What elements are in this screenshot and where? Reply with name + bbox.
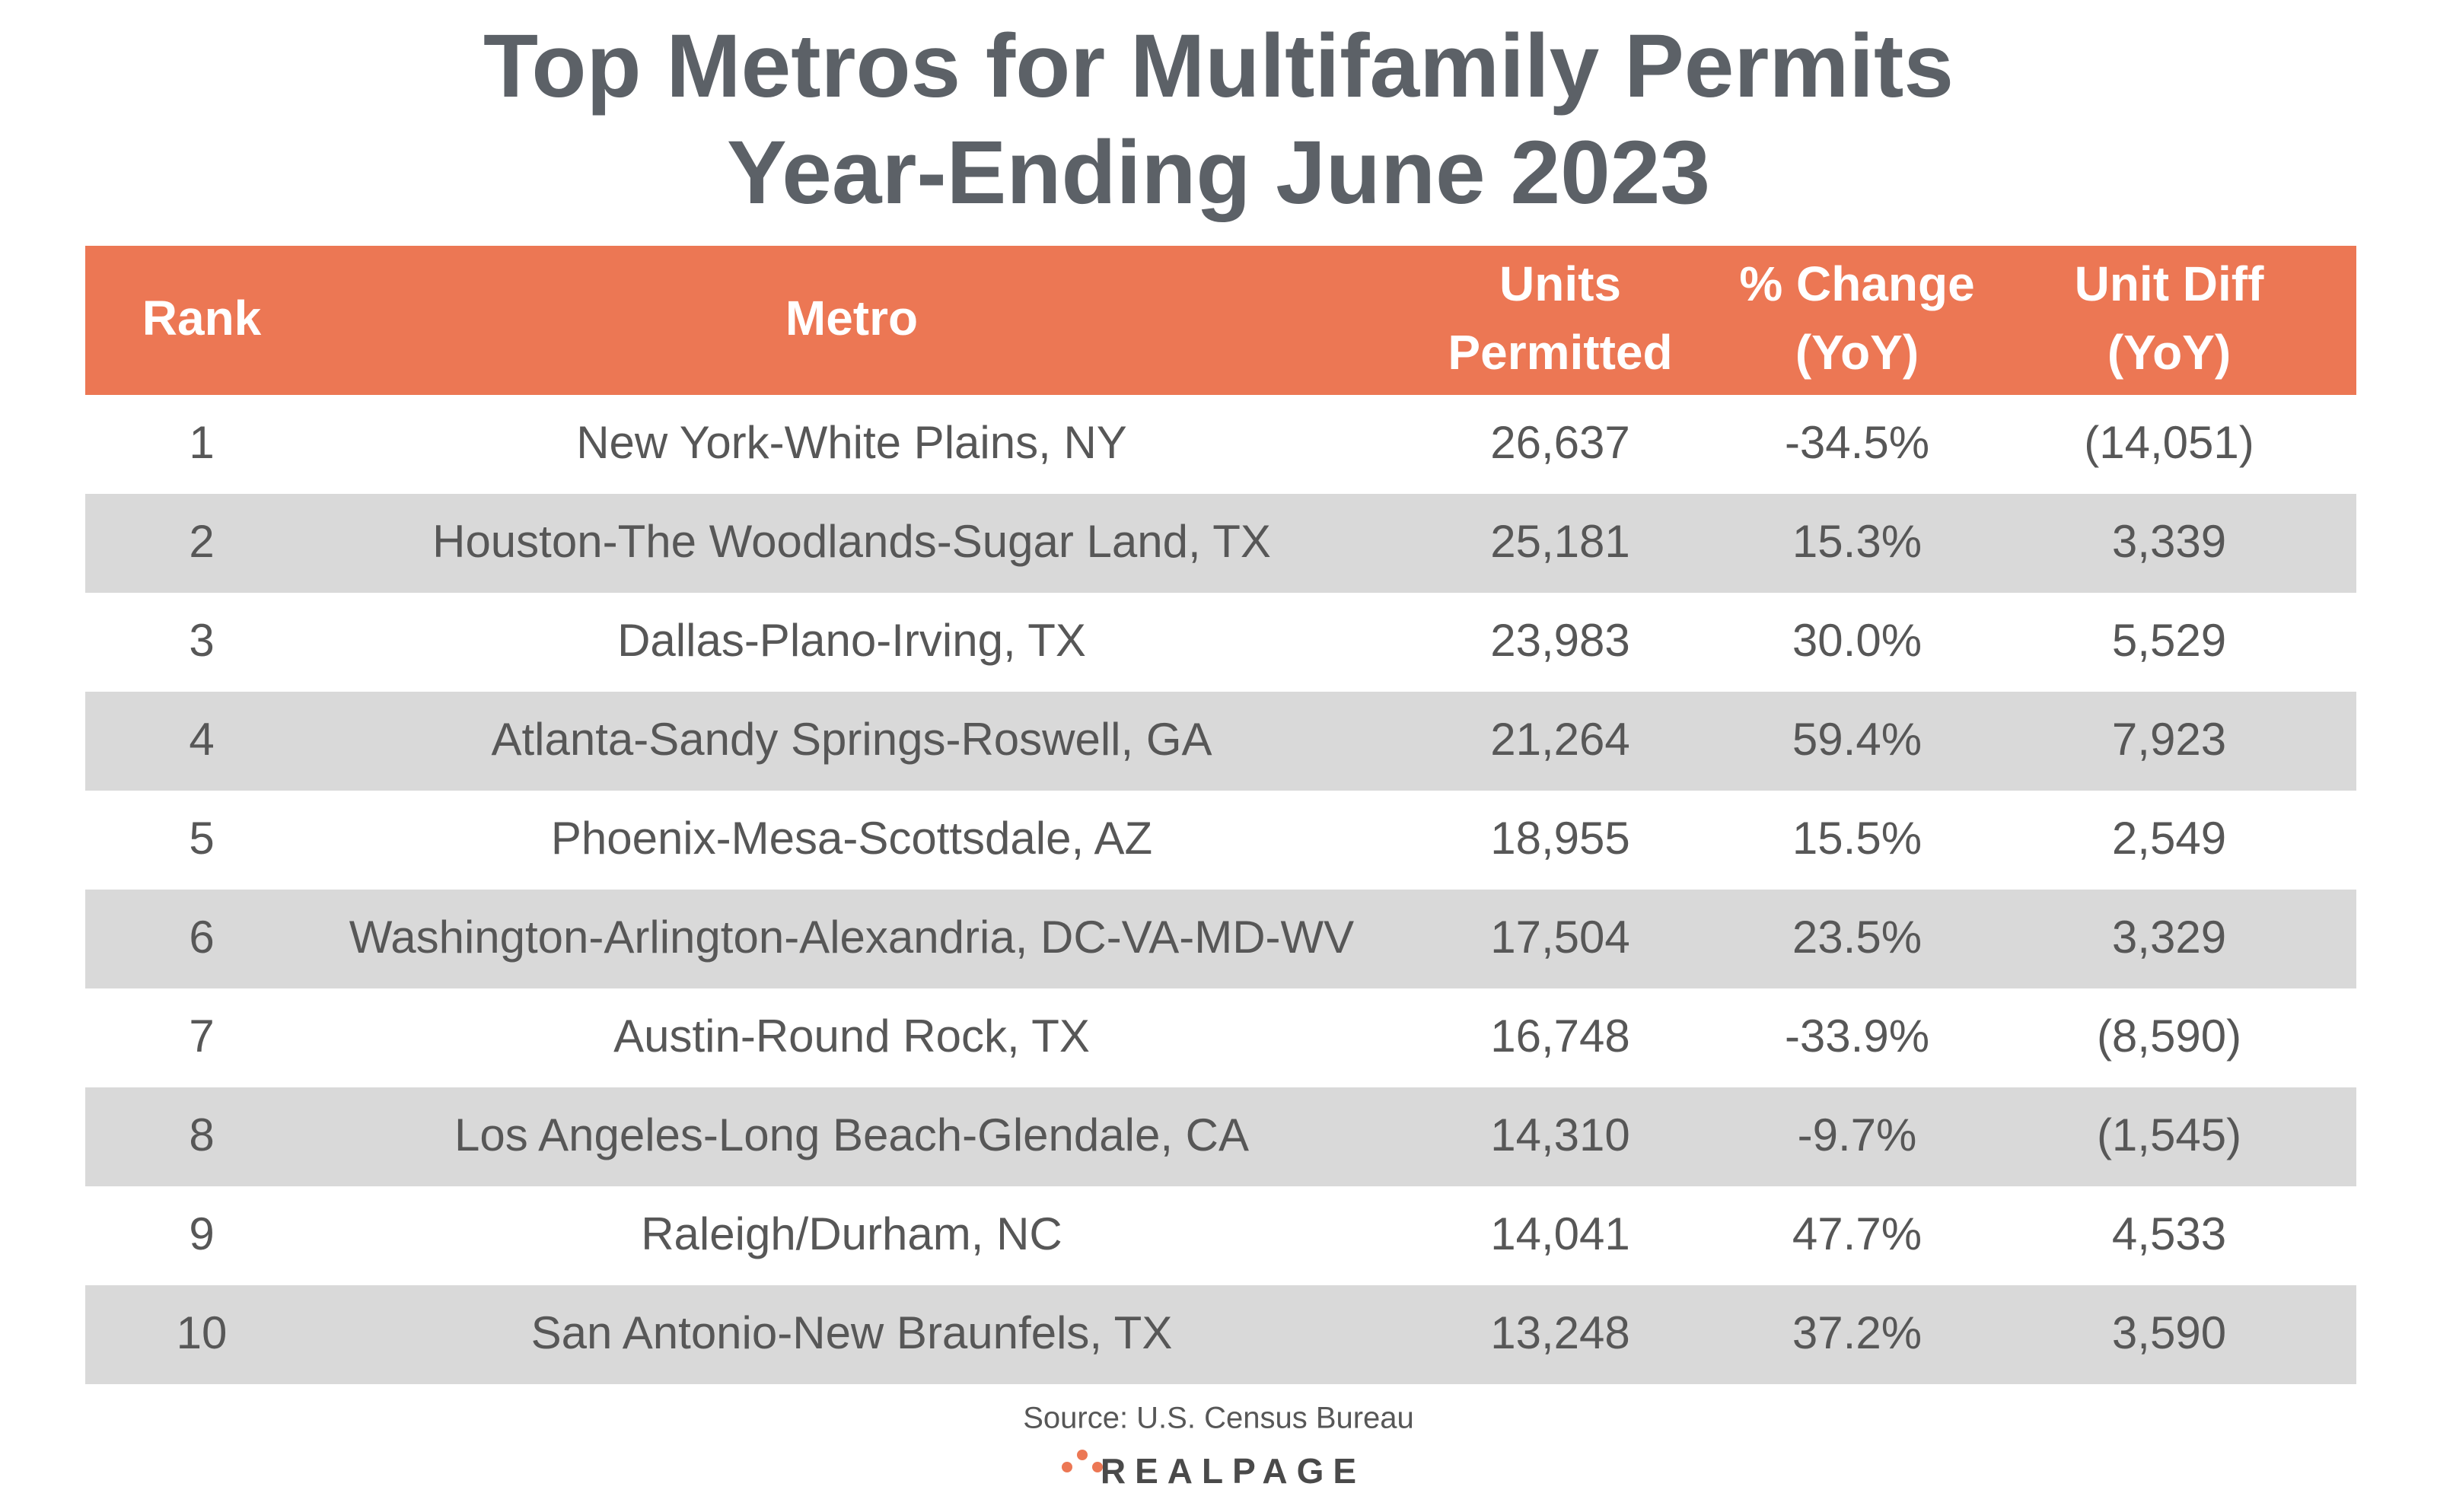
column-header: Permitted xyxy=(1448,325,1672,380)
column-header: (YoY) xyxy=(1795,325,1919,380)
table-cell: 4,533 xyxy=(2112,1208,2226,1259)
table-cell: 3,329 xyxy=(2112,912,2226,963)
logo: REALPAGE xyxy=(1101,1451,1365,1491)
column-header: (YoY) xyxy=(2107,325,2231,380)
table-cell: 14,041 xyxy=(1490,1208,1630,1259)
table-cell: -9.7% xyxy=(1798,1109,1917,1160)
column-header: % Change xyxy=(1739,256,1974,311)
table-cell: 4 xyxy=(189,714,214,765)
row-band xyxy=(85,1285,2356,1384)
table-cell: Phoenix-Mesa-Scottsdale, AZ xyxy=(551,813,1152,864)
table-cell: Washington-Arlington-Alexandria, DC-VA-M… xyxy=(349,912,1354,963)
table-cell: 3 xyxy=(189,615,214,666)
table-cell: 15.5% xyxy=(1792,813,1922,864)
logo-dot xyxy=(1062,1462,1072,1472)
table-cell: 5,529 xyxy=(2112,615,2226,666)
row-band xyxy=(85,494,2356,593)
table-cell: 59.4% xyxy=(1792,714,1922,765)
table-cell: Houston-The Woodlands-Sugar Land, TX xyxy=(432,516,1271,567)
table-cell: 37.2% xyxy=(1792,1307,1922,1358)
column-header: Units xyxy=(1499,256,1621,311)
table-cell: Los Angeles-Long Beach-Glendale, CA xyxy=(454,1109,1249,1160)
table-cell: 6 xyxy=(189,912,214,963)
table-cell: 23.5% xyxy=(1792,912,1922,963)
table-cell: 3,590 xyxy=(2112,1307,2226,1358)
column-header: Metro xyxy=(785,291,918,345)
table-cell: San Antonio-New Braunfels, TX xyxy=(531,1307,1173,1358)
table-cell: 23,983 xyxy=(1490,615,1630,666)
table-cell: 9 xyxy=(189,1208,214,1259)
table-cell: 26,637 xyxy=(1490,417,1630,468)
table-cell: Austin-Round Rock, TX xyxy=(613,1011,1090,1062)
table-cell: 17,504 xyxy=(1490,912,1630,963)
table-cell: 10 xyxy=(177,1307,228,1358)
table-cell: Atlanta-Sandy Springs-Roswell, GA xyxy=(491,714,1212,765)
table-cell: Dallas-Plano-Irving, TX xyxy=(617,615,1086,666)
table-cell: 14,310 xyxy=(1490,1109,1630,1160)
table-cell: 7,923 xyxy=(2112,714,2226,765)
row-band xyxy=(85,890,2356,988)
table-cell: (14,051) xyxy=(2084,417,2254,468)
table-cell: -33.9% xyxy=(1785,1011,1929,1062)
table-cell: 25,181 xyxy=(1490,516,1630,567)
column-header: Rank xyxy=(142,291,262,345)
row-band xyxy=(85,1087,2356,1186)
table-cell: 5 xyxy=(189,813,214,864)
logo-dot xyxy=(1077,1450,1088,1460)
table-cell: 21,264 xyxy=(1490,714,1630,765)
table-cell: 1 xyxy=(189,417,214,468)
table-cell: 16,748 xyxy=(1490,1011,1630,1062)
table-cell: (8,590) xyxy=(2097,1011,2241,1062)
table-cell: 13,248 xyxy=(1490,1307,1630,1358)
table-cell: 2,549 xyxy=(2112,813,2226,864)
table-cell: 18,955 xyxy=(1490,813,1630,864)
table-cell: 8 xyxy=(189,1109,214,1160)
title-line: Year-Ending June 2023 xyxy=(727,123,1710,223)
row-band xyxy=(85,692,2356,791)
table-cell: 47.7% xyxy=(1792,1208,1922,1259)
header-bar xyxy=(85,246,2356,395)
table-cell: 3,339 xyxy=(2112,516,2226,567)
source: Source: U.S. Census Bureau xyxy=(1023,1402,1414,1435)
column-header: Unit Diff xyxy=(2075,256,2265,311)
title-line: Top Metros for Multifamily Permits xyxy=(483,16,1954,116)
table-cell: -34.5% xyxy=(1785,417,1929,468)
table-cell: New York-White Plains, NY xyxy=(576,417,1127,468)
table-cell: 15.3% xyxy=(1792,516,1922,567)
table-cell: (1,545) xyxy=(2097,1109,2241,1160)
table-cell: Raleigh/Durham, NC xyxy=(641,1208,1062,1259)
table-cell: 30.0% xyxy=(1792,615,1922,666)
logo-dot xyxy=(1092,1462,1103,1472)
table-cell: 2 xyxy=(189,516,214,567)
table-cell: 7 xyxy=(189,1011,214,1062)
